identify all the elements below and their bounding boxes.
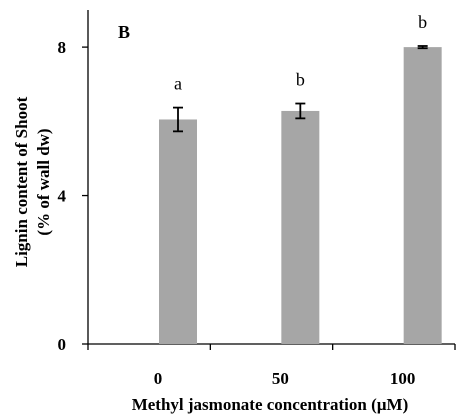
bar-50 [281,110,320,344]
significance-letter-100: b [418,12,427,32]
error-bars [173,45,428,133]
x-tick-label-0: 0 [154,369,163,388]
x-axis-title: Methyl jasmonate concentration (µM) [132,395,409,414]
y-tick-label: 4 [58,187,67,206]
labels: B Methyl jasmonate concentration (µM) Li… [12,12,427,414]
y-axis-title-line1: Lignin content of Shoot [12,96,31,267]
y-tick-label: 0 [58,335,67,354]
significance-letter-50: b [296,70,305,90]
x-tick-label-50: 50 [272,369,289,388]
bar-100 [403,47,442,344]
axes: 0 4 8 [58,10,456,354]
x-tick-label-100: 100 [390,369,416,388]
panel-label: B [118,22,130,42]
significance-letter-0: a [174,74,182,94]
y-axis-title-line2: (% of wall dw) [34,128,53,235]
y-tick-label: 8 [58,38,67,57]
bars [159,47,442,344]
bar-0 [159,119,197,344]
